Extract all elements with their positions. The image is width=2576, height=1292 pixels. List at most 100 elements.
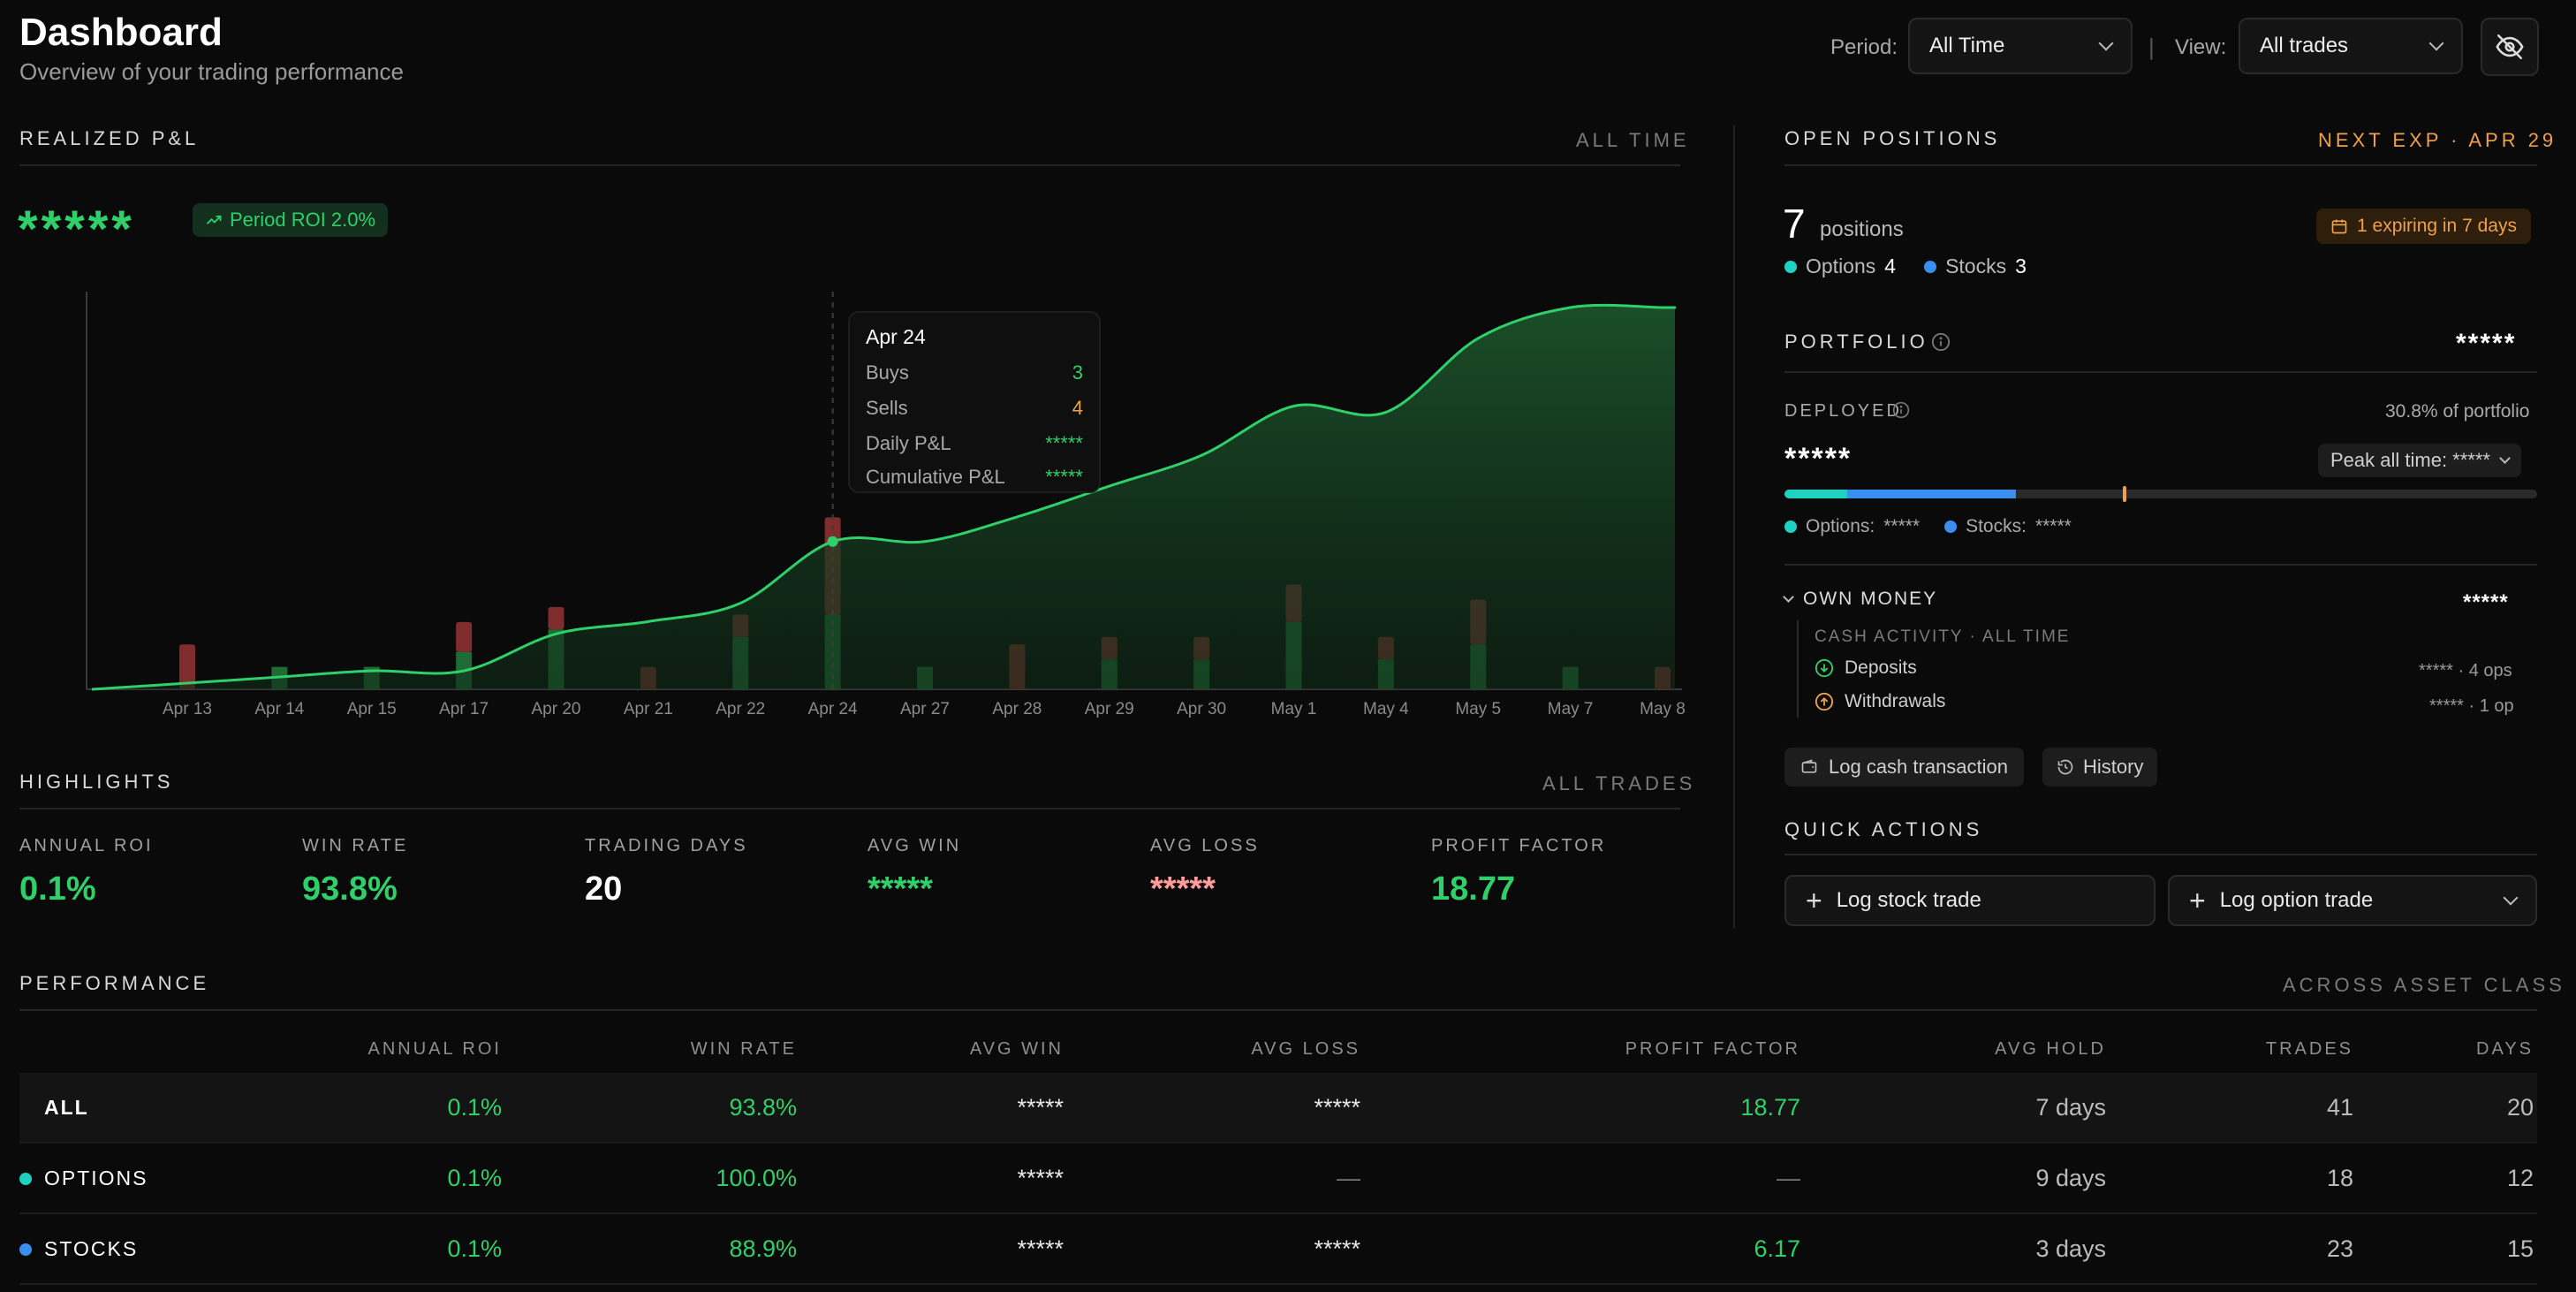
tooltip-sells-value: 4 — [1072, 397, 1083, 419]
withdrawals-row: Withdrawals — [1815, 691, 1945, 712]
tooltip-date: Apr 24 — [866, 325, 926, 348]
eye-off-icon — [2496, 34, 2524, 60]
divider — [19, 164, 1680, 166]
positions-count: 7 — [1783, 201, 1806, 247]
withdrawals-value: ***** · 1 op — [2429, 696, 2514, 716]
column-header[interactable]: WIN RATE — [690, 1039, 797, 1059]
performance-scope: ACROSS ASSET CLASS — [2283, 974, 2565, 996]
portfolio-value: ***** — [2456, 329, 2517, 358]
table-cell: ***** — [1314, 1094, 1360, 1121]
log-cash-button[interactable]: Log cash transaction — [1784, 748, 2025, 787]
options-dot — [1784, 260, 1797, 273]
divider — [1784, 564, 2537, 566]
quick-actions-title: QUICK ACTIONS — [1784, 818, 1983, 840]
table-row — [19, 1144, 2537, 1214]
x-tick-label: Apr 28 — [992, 700, 1042, 718]
sell-bar — [456, 621, 473, 652]
pnl-title: REALIZED P&L — [19, 127, 200, 149]
page-subtitle: Overview of your trading performance — [19, 58, 404, 85]
highlight-value: 0.1% — [19, 870, 96, 908]
table-cell: 0.1% — [447, 1165, 502, 1191]
table-cell: 23 — [2326, 1235, 2353, 1262]
info-icon[interactable] — [1892, 401, 1910, 419]
history-icon — [2057, 759, 2073, 775]
table-row — [19, 1214, 2537, 1285]
table-cell: 0.1% — [447, 1235, 502, 1262]
log-stock-trade-button[interactable]: + Log stock trade — [1784, 875, 2156, 926]
highlight-label: WIN RATE — [302, 836, 409, 855]
x-tick-label: May 7 — [1548, 700, 1594, 718]
arrow-down-circle-icon — [1815, 658, 1834, 678]
asset-dot — [19, 1172, 32, 1185]
deposits-row: Deposits — [1815, 657, 1917, 679]
deployed-pct: 30.8% of portfolio — [2385, 401, 2530, 422]
cash-tree-line — [1797, 620, 1799, 718]
view-select-value: All trades — [2260, 34, 2349, 57]
table-cell: 18 — [2326, 1165, 2353, 1191]
highlights-scope: ALL TRADES — [1542, 772, 1696, 794]
peak-all-time[interactable]: Peak all time: ***** — [2318, 444, 2521, 477]
calendar-clock-icon — [2331, 219, 2347, 234]
table-cell: — — [1337, 1165, 1360, 1191]
table-cell: 12 — [2506, 1165, 2534, 1191]
chart-tooltip: Apr 24 Buys 3 Sells 4 Daily P&L ***** Cumul… — [848, 311, 1101, 493]
table-cell: ***** — [1314, 1235, 1360, 1262]
x-tick-label: May 8 — [1640, 700, 1686, 718]
view-select[interactable]: All trades — [2239, 18, 2463, 74]
page-title: Dashboard — [19, 11, 223, 54]
highlight-label: AVG LOSS — [1150, 836, 1260, 855]
log-option-trade-button[interactable]: + Log option trade — [2168, 875, 2537, 926]
column-header[interactable]: AVG LOSS — [1251, 1039, 1360, 1059]
positions-title: OPEN POSITIONS — [1784, 127, 2001, 149]
divider — [19, 808, 1680, 809]
table-cell: ***** — [1017, 1165, 1064, 1191]
pnl-chart[interactable]: Apr 13 Apr 14 Apr 15 Apr 17 Apr 20 Apr 21 Apr … — [19, 283, 1689, 725]
own-money-value: ***** — [2463, 590, 2509, 614]
history-button[interactable]: History — [2042, 748, 2158, 787]
options-dot — [1784, 521, 1797, 533]
deployed-legend: Options: ***** Stocks: ***** — [1784, 516, 2072, 537]
options-legend: Options 4 Stocks 3 — [1784, 255, 2027, 278]
highlight-value: 20 — [585, 870, 623, 908]
column-header[interactable]: DAYS — [2476, 1039, 2534, 1059]
x-tick-label: May 4 — [1363, 700, 1409, 718]
asset-dot — [19, 1243, 32, 1256]
highlight-value: 18.77 — [1431, 870, 1516, 908]
deployed-stocks-value: ***** — [2034, 516, 2072, 536]
peak-label: Peak all time: ***** — [2330, 449, 2490, 471]
trending-up-icon — [206, 215, 222, 224]
row-label: OPTIONS — [19, 1167, 148, 1190]
chevron-down-icon[interactable] — [2503, 890, 2519, 906]
x-tick-label: Apr 21 — [624, 700, 673, 718]
deployed-value: ***** — [1784, 442, 1852, 475]
highlight-label: PROFIT FACTOR — [1431, 836, 1607, 855]
table-cell: 6.17 — [1754, 1235, 1800, 1262]
roi-badge: Period ROI 2.0% — [193, 203, 389, 237]
withdrawals-label: Withdrawals — [1845, 691, 1946, 711]
column-header[interactable]: TRADES — [2265, 1039, 2353, 1059]
table-cell: 88.9% — [729, 1235, 797, 1262]
row-label: ALL — [44, 1096, 89, 1119]
own-money-toggle[interactable]: OWN MONEY — [1783, 589, 1937, 610]
column-header[interactable]: ANNUAL ROI — [367, 1039, 502, 1059]
chevron-down-icon — [2098, 35, 2114, 51]
period-label: Period: — [1830, 35, 1898, 59]
column-header[interactable]: AVG HOLD — [1995, 1039, 2106, 1059]
hide-values-button[interactable] — [2481, 18, 2539, 76]
stocks-label: Stocks — [1945, 255, 2007, 277]
column-header[interactable]: PROFIT FACTOR — [1625, 1039, 1800, 1059]
period-select-value: All Time — [1929, 34, 2005, 57]
expiring-label: 1 expiring in 7 days — [2357, 216, 2517, 236]
x-tick-label: Apr 27 — [900, 700, 950, 718]
table-cell: ***** — [1017, 1235, 1064, 1262]
expiring-badge[interactable]: 1 expiring in 7 days — [2316, 209, 2531, 244]
info-icon[interactable] — [1931, 332, 1951, 352]
period-select[interactable]: All Time — [1908, 18, 2133, 74]
table-cell: 41 — [2326, 1094, 2353, 1121]
roi-badge-label: Period ROI 2.0% — [230, 209, 376, 231]
table-cell: 15 — [2506, 1235, 2534, 1262]
deployed-bar-stocks — [1846, 490, 2017, 498]
column-divider — [1733, 125, 1735, 928]
column-header[interactable]: AVG WIN — [969, 1039, 1064, 1059]
pnl-value: ***** — [18, 201, 135, 258]
